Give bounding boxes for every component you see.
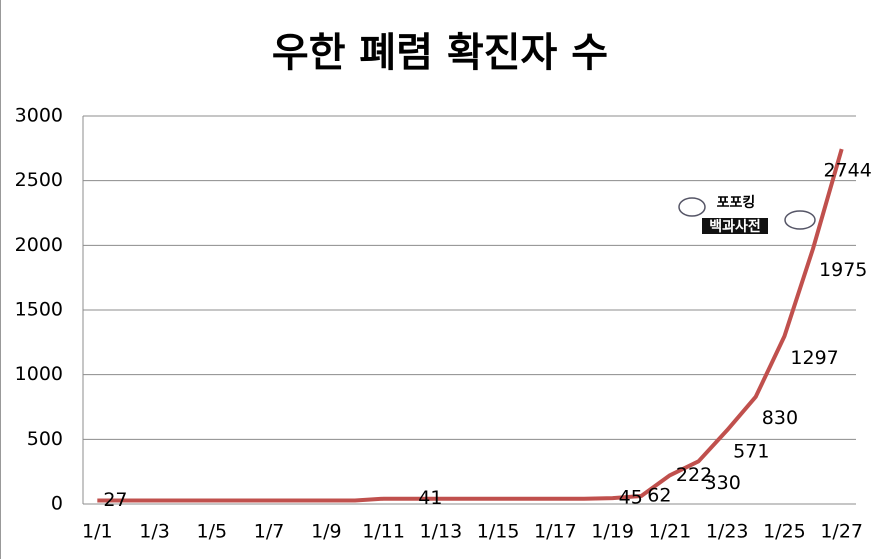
watermark-box: [702, 218, 768, 234]
data-label: 2744: [824, 160, 872, 182]
y-tick-label: 0: [51, 493, 63, 515]
x-tick-label: 1/7: [254, 521, 285, 543]
data-label: 571: [733, 441, 769, 463]
watermark-icon: [678, 197, 706, 217]
y-tick-label: 2000: [15, 234, 63, 256]
watermark: 포포킹 백과사전: [678, 194, 816, 235]
data-label: 1975: [819, 259, 867, 281]
data-label: 62: [647, 484, 671, 506]
x-tick-label: 1/3: [139, 521, 170, 543]
watermark-icon: [784, 210, 816, 230]
data-label: 330: [705, 472, 741, 494]
data-label: 45: [619, 487, 643, 509]
x-tick-label: 1/11: [362, 521, 405, 543]
x-tick-label: 1/15: [477, 521, 520, 543]
x-tick-label: 1/25: [763, 521, 806, 543]
data-line: [97, 148, 844, 503]
x-tick-label: 1/17: [534, 521, 577, 543]
data-label: 27: [103, 489, 127, 511]
data-label: 830: [762, 407, 798, 429]
y-tick-label: 1000: [15, 363, 63, 385]
x-tick-label: 1/23: [706, 521, 749, 543]
x-tick-label: 1/9: [311, 521, 342, 543]
y-tick-label: 1500: [15, 299, 63, 321]
x-tick-label: 1/13: [420, 521, 463, 543]
watermark-text: 포포킹: [717, 194, 756, 211]
y-tick-label: 500: [27, 428, 63, 450]
x-tick-label: 1/21: [649, 521, 692, 543]
x-tick-label: 1/27: [820, 521, 863, 543]
x-tick-label: 1/19: [591, 521, 634, 543]
data-label: 222: [676, 464, 712, 486]
chart-title: 우한 폐렴 확진자 수: [272, 30, 608, 76]
y-tick-label: 2500: [15, 169, 63, 191]
watermark-text: 백과사전: [709, 218, 761, 235]
x-tick-label: 1/1: [82, 521, 113, 543]
y-tick-label: 3000: [15, 105, 63, 127]
data-label: 1297: [790, 347, 838, 369]
x-tick-label: 1/5: [197, 521, 228, 543]
data-label: 41: [418, 487, 442, 509]
